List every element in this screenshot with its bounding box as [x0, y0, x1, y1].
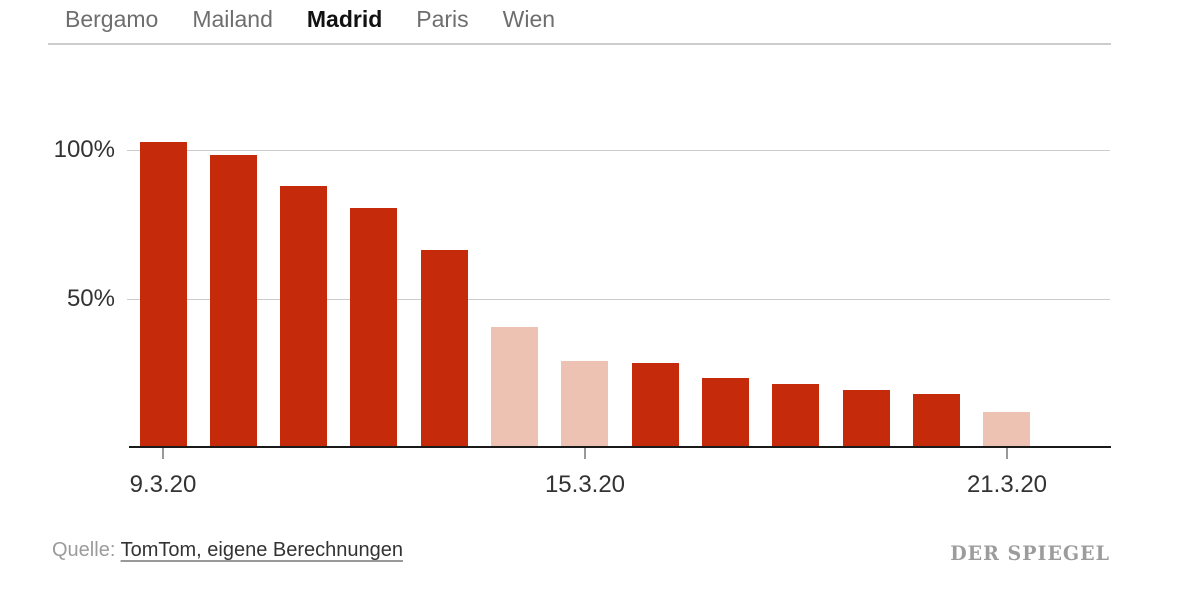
- bar-12.3.20[interactable]: [350, 208, 397, 446]
- x-axis-line: [129, 446, 1111, 448]
- x-axis-label-15.3.20: 15.3.20: [544, 471, 626, 498]
- y-axis-label-100%: 100%: [53, 136, 115, 163]
- bar-11.3.20[interactable]: [280, 186, 327, 446]
- tab-madrid[interactable]: Madrid: [306, 6, 383, 32]
- tab-paris[interactable]: Paris: [416, 6, 469, 32]
- bar-15.3.20[interactable]: [561, 361, 608, 446]
- x-axis-label-9.3.20: 9.3.20: [129, 471, 197, 498]
- source-line: Quelle: TomTom, eigene Berechnungen: [52, 539, 403, 562]
- bar-13.3.20[interactable]: [421, 250, 468, 446]
- city-tab-bar: Bergamo Mailand Madrid Paris Wien: [48, 0, 1111, 45]
- x-axis-label-21.3.20: 21.3.20: [966, 471, 1048, 498]
- bar-14.3.20[interactable]: [491, 327, 538, 446]
- bar-19.3.20[interactable]: [843, 390, 890, 446]
- x-tick-9.3.20: [162, 448, 164, 459]
- bar-21.3.20[interactable]: [983, 412, 1030, 446]
- tab-bergamo[interactable]: Bergamo: [65, 6, 159, 32]
- der-spiegel-logo: DER SPIEGEL: [950, 542, 1110, 566]
- bar-16.3.20[interactable]: [632, 363, 679, 446]
- bar-18.3.20[interactable]: [772, 384, 819, 446]
- bar-10.3.20[interactable]: [210, 155, 257, 446]
- gridline-100%: [127, 150, 1110, 151]
- source-link[interactable]: TomTom, eigene Berechnungen: [120, 539, 403, 561]
- bar-20.3.20[interactable]: [913, 394, 960, 446]
- bar-9.3.20[interactable]: [140, 142, 187, 446]
- tab-wien[interactable]: Wien: [502, 6, 556, 32]
- source-label: Quelle:: [52, 539, 116, 561]
- tab-mailand[interactable]: Mailand: [192, 6, 273, 32]
- bar-17.3.20[interactable]: [702, 378, 749, 446]
- x-tick-15.3.20: [584, 448, 586, 459]
- x-tick-21.3.20: [1006, 448, 1008, 459]
- y-axis-label-50%: 50%: [66, 285, 115, 312]
- gridline-50%: [127, 299, 1110, 300]
